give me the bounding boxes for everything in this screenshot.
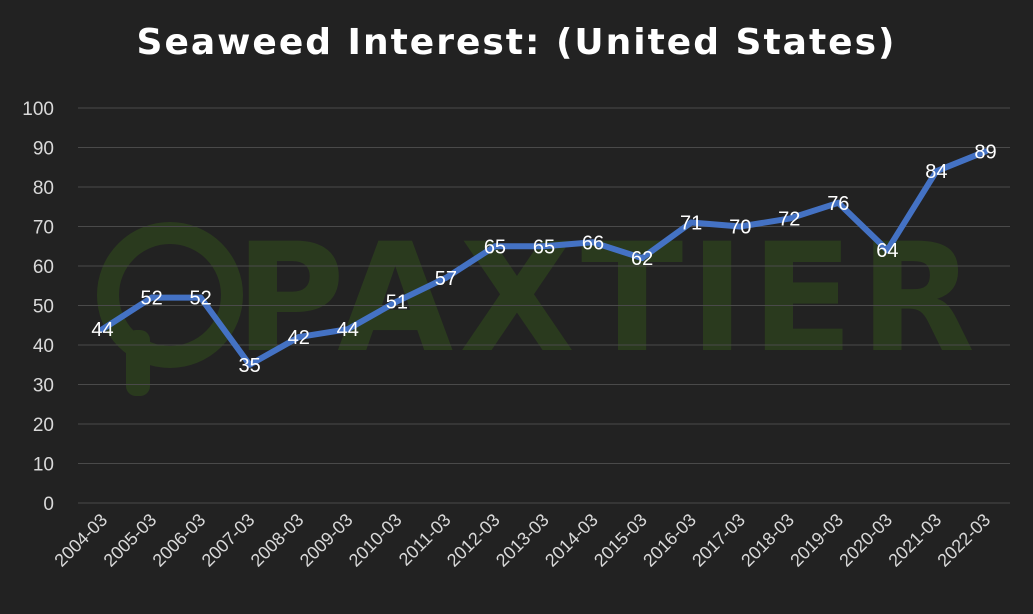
x-tick-label: 2014-03 bbox=[541, 510, 602, 571]
x-tick-label: 2022-03 bbox=[933, 510, 994, 571]
data-point bbox=[982, 148, 989, 155]
y-tick-label: 80 bbox=[33, 178, 54, 199]
data-label: 51 bbox=[386, 292, 408, 314]
data-label: 89 bbox=[974, 141, 996, 163]
x-tick-label: 2020-03 bbox=[835, 510, 896, 571]
y-tick-label: 70 bbox=[33, 218, 54, 239]
x-tick-label: 2005-03 bbox=[100, 510, 161, 571]
data-point bbox=[884, 247, 891, 254]
data-point bbox=[442, 274, 449, 281]
data-label: 70 bbox=[729, 217, 751, 239]
data-label: 52 bbox=[190, 288, 212, 310]
data-point bbox=[590, 239, 597, 246]
data-point bbox=[737, 223, 744, 230]
y-tick-label: 30 bbox=[33, 376, 54, 397]
data-label: 84 bbox=[925, 161, 947, 183]
data-point bbox=[344, 326, 351, 333]
data-label: 76 bbox=[827, 193, 849, 215]
data-point bbox=[295, 334, 302, 341]
x-axis: 2004-032005-032006-032007-032008-032009-… bbox=[50, 510, 994, 571]
data-label: 52 bbox=[140, 288, 162, 310]
y-tick-label: 20 bbox=[33, 415, 54, 436]
data-label: 42 bbox=[288, 327, 310, 349]
data-point bbox=[688, 219, 695, 226]
x-tick-label: 2021-03 bbox=[884, 510, 945, 571]
data-point bbox=[99, 326, 106, 333]
data-label: 44 bbox=[91, 319, 113, 341]
data-point bbox=[393, 298, 400, 305]
data-point bbox=[933, 168, 940, 175]
y-tick-label: 0 bbox=[43, 494, 54, 515]
data-label: 65 bbox=[533, 236, 555, 258]
x-tick-label: 2006-03 bbox=[149, 510, 210, 571]
x-tick-label: 2004-03 bbox=[50, 510, 111, 571]
data-label: 62 bbox=[631, 248, 653, 270]
data-label: 66 bbox=[582, 232, 604, 254]
x-tick-label: 2017-03 bbox=[688, 510, 749, 571]
watermark-text: PAXTIER bbox=[235, 212, 981, 386]
data-label: 72 bbox=[778, 209, 800, 231]
x-tick-label: 2015-03 bbox=[590, 510, 651, 571]
x-tick-label: 2018-03 bbox=[737, 510, 798, 571]
data-label: 44 bbox=[337, 319, 359, 341]
data-point bbox=[541, 243, 547, 250]
data-label: 65 bbox=[484, 236, 506, 258]
x-tick-label: 2008-03 bbox=[247, 510, 308, 571]
x-tick-label: 2012-03 bbox=[443, 510, 504, 571]
data-point bbox=[786, 215, 793, 222]
x-tick-label: 2007-03 bbox=[198, 510, 259, 571]
data-point bbox=[148, 294, 155, 301]
y-tick-label: 50 bbox=[33, 297, 54, 318]
data-label: 64 bbox=[876, 240, 898, 262]
y-tick-label: 10 bbox=[33, 455, 54, 476]
data-point bbox=[246, 361, 253, 368]
x-tick-label: 2016-03 bbox=[639, 510, 700, 571]
data-point bbox=[639, 255, 646, 262]
x-tick-label: 2010-03 bbox=[345, 510, 406, 571]
data-point bbox=[835, 199, 842, 206]
series bbox=[99, 148, 989, 368]
y-axis: 0 10 20 30 40 50 60 70 80 90 100 bbox=[22, 99, 54, 515]
watermark: PAXTIER bbox=[97, 212, 981, 396]
watermark-logo-icon bbox=[97, 222, 243, 368]
y-tick-label: 90 bbox=[33, 139, 54, 160]
data-label: 71 bbox=[680, 213, 702, 235]
x-tick-label: 2009-03 bbox=[296, 510, 357, 571]
y-tick-label: 100 bbox=[22, 99, 54, 120]
watermark-logo-stem bbox=[126, 330, 150, 396]
data-point bbox=[197, 294, 204, 301]
chart-title: Seaweed Interest: (United States) bbox=[136, 22, 897, 63]
data-point bbox=[491, 243, 498, 250]
gridlines bbox=[78, 107, 1010, 504]
y-tick-label: 40 bbox=[33, 336, 54, 357]
y-tick-label: 60 bbox=[33, 257, 54, 278]
x-tick-label: 2013-03 bbox=[492, 510, 553, 571]
data-labels: 44 52 52 35 42 44 51 57 65 65 66 62 71 70 72 76 64 84 89 bbox=[91, 141, 996, 376]
data-label: 35 bbox=[239, 355, 261, 377]
x-tick-label: 2019-03 bbox=[786, 510, 847, 571]
data-label: 57 bbox=[435, 268, 457, 290]
